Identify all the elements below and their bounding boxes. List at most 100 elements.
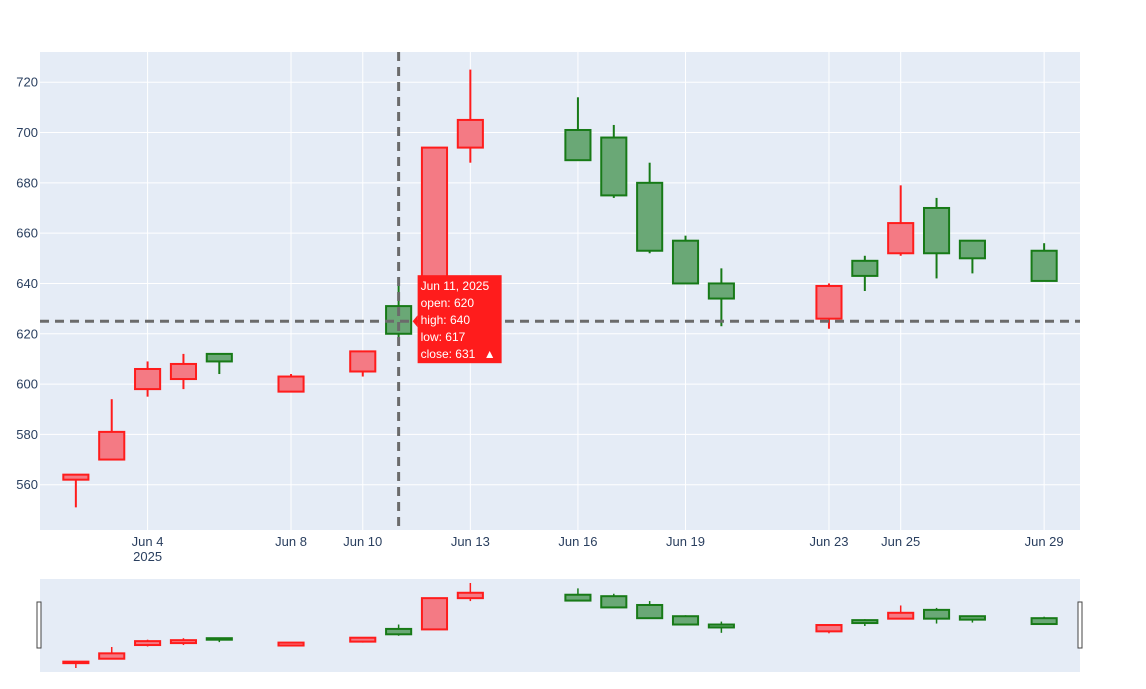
candle-2025-06-27 — [958, 239, 986, 274]
y-tick-label: 680 — [16, 175, 38, 190]
candle-2025-06-05 — [169, 353, 197, 390]
slider-candle-body — [564, 593, 592, 602]
slider-candle-2025-06-29 — [1030, 616, 1058, 626]
candle-body — [923, 206, 951, 255]
slider-candle-2025-06-25 — [887, 605, 915, 620]
x-tick-label: Jun 4 — [132, 534, 164, 549]
candle-body — [707, 282, 735, 300]
candle-2025-06-08 — [277, 374, 305, 393]
candle-2025-06-04 — [134, 361, 162, 397]
y-tick-label: 580 — [16, 427, 38, 442]
range-slider-candles — [62, 583, 1058, 668]
y-tick-label: 640 — [16, 276, 38, 291]
slider-candle-body — [887, 611, 915, 620]
tooltip-box — [417, 275, 502, 364]
slider-candle-2025-06-13 — [456, 583, 484, 602]
candle-body — [636, 181, 664, 252]
slider-candle-body — [277, 641, 305, 647]
candle-body — [671, 239, 700, 285]
candle-2025-06-26 — [923, 197, 951, 279]
candle-body — [958, 239, 986, 260]
slider-candle-2025-06-10 — [349, 636, 377, 643]
main-plot-background[interactable] — [40, 52, 1080, 530]
x-tick-label: Jun 10 — [343, 534, 382, 549]
y-axis: 560 580 600 620 640 660 680 700 720 — [16, 75, 38, 493]
candle-body — [600, 136, 628, 197]
candle-body — [815, 284, 843, 320]
candle-2025-06-29 — [1030, 243, 1058, 282]
y-tick-label: 600 — [16, 377, 38, 392]
slider-candle-body — [815, 624, 843, 633]
candle-body — [169, 362, 197, 381]
tooltip-line: Jun 11, 2025 — [421, 279, 490, 293]
candle-2025-06-18 — [636, 162, 664, 254]
slider-candle-2025-06-11 — [385, 624, 413, 636]
slider-candle-2025-06-06 — [205, 637, 233, 643]
slider-candle-body — [169, 639, 197, 645]
slider-candle-body — [851, 619, 879, 625]
slider-candle-body — [671, 615, 700, 626]
tooltip-line: low: 617 — [421, 330, 466, 344]
x-tick-label: Jun 8 — [275, 534, 307, 549]
slider-candle-body — [923, 608, 951, 620]
candle-body — [564, 128, 592, 162]
hover-crosshair — [40, 52, 1080, 530]
x-tick-sublabel: 2025 — [133, 549, 162, 564]
candle-body — [205, 352, 233, 363]
y-tick-label: 560 — [16, 477, 38, 492]
candle-2025-06-23 — [815, 283, 843, 329]
y-tick-label: 660 — [16, 226, 38, 241]
tooltip-increasing-icon: ▲ — [484, 347, 496, 361]
range-slider-right-handle[interactable] — [1077, 601, 1083, 649]
slider-candle-2025-06-23 — [815, 624, 843, 634]
x-tick-label: Jun 29 — [1025, 534, 1064, 549]
candle-body — [134, 367, 162, 391]
slider-candle-body — [456, 591, 484, 600]
slider-candle-2025-06-24 — [851, 619, 879, 626]
candle-body — [887, 222, 915, 255]
slider-candle-body — [98, 652, 126, 660]
slider-candle-2025-06-04 — [134, 639, 162, 647]
x-tick-label: Jun 13 — [451, 534, 490, 549]
slider-candle-2025-06-05 — [169, 638, 197, 646]
slider-candle-2025-06-17 — [600, 593, 628, 609]
slider-candle-body — [636, 603, 664, 620]
slider-candle-body — [134, 640, 162, 647]
candle-2025-06-25 — [887, 185, 915, 256]
range-slider-left-handle[interactable] — [36, 601, 42, 649]
slider-candle-2025-06-02 — [62, 660, 90, 668]
y-tick-label: 620 — [16, 326, 38, 341]
candle-2025-06-10 — [349, 350, 377, 377]
candle-body — [349, 350, 377, 373]
candle-2025-06-16 — [564, 97, 592, 162]
slider-candle-body — [600, 595, 628, 609]
slider-candle-2025-06-18 — [636, 601, 664, 620]
x-tick-label: Jun 16 — [558, 534, 597, 549]
range-slider-background[interactable] — [40, 579, 1080, 672]
tooltip-line: high: 640 — [421, 313, 471, 327]
slider-candle-body — [349, 636, 377, 643]
candle-2025-06-24 — [851, 255, 879, 291]
candle-2025-06-17 — [600, 124, 628, 198]
x-tick-label: Jun 25 — [881, 534, 920, 549]
candle-body — [277, 375, 305, 393]
slider-candle-body — [62, 660, 90, 665]
candle-body — [1030, 249, 1058, 282]
candle-2025-06-13 — [456, 69, 484, 163]
candle-2025-06-06 — [205, 352, 233, 375]
candle-body — [62, 473, 90, 481]
slider-candle-body — [1030, 617, 1058, 626]
candle-2025-06-03 — [98, 399, 126, 461]
candle-body — [456, 118, 484, 149]
candle-body — [98, 430, 126, 461]
candle-2025-06-19 — [671, 235, 700, 285]
slider-candle-2025-06-27 — [958, 615, 986, 623]
slider-candle-body — [707, 623, 735, 629]
tooltip-line: open: 620 — [421, 296, 475, 310]
slider-candle-body — [385, 627, 413, 636]
tooltip-line: close: 631 — [421, 347, 476, 361]
x-tick-label: Jun 19 — [666, 534, 705, 549]
